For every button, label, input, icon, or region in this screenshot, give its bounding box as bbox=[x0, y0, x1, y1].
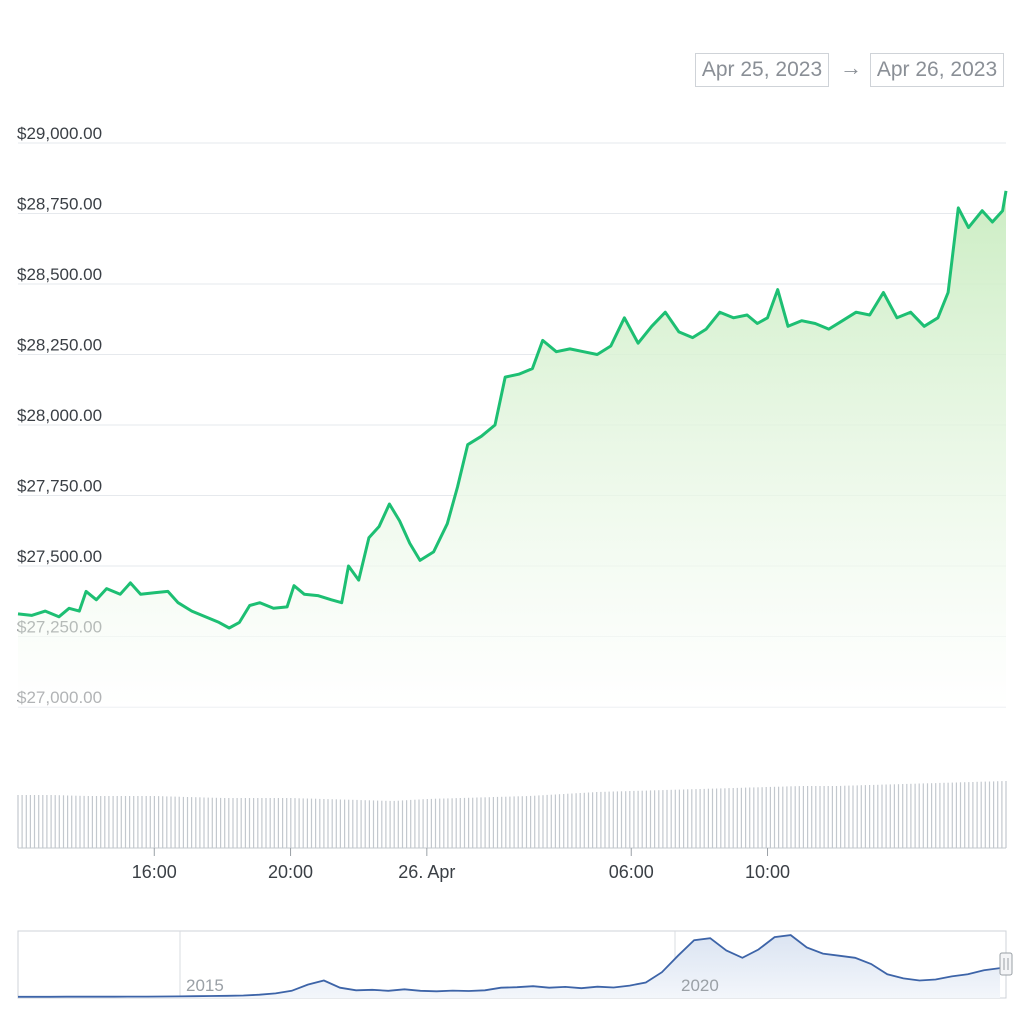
navigator-area bbox=[18, 935, 1000, 998]
x-tick-label: 20:00 bbox=[268, 862, 313, 882]
date-range-selector: Apr 25, 2023 → Apr 26, 2023 bbox=[695, 53, 1005, 89]
arrow-right-icon: → bbox=[840, 55, 862, 80]
navigator-line bbox=[18, 934, 1001, 998]
price-line[interactable] bbox=[17, 190, 1008, 630]
navigator-label-2020: 2020 bbox=[681, 976, 719, 995]
price-area bbox=[18, 190, 1006, 707]
x-tick-label: 16:00 bbox=[132, 862, 177, 882]
date-from-input[interactable]: Apr 25, 2023 bbox=[695, 53, 829, 87]
x-tick-label: 26. Apr bbox=[398, 862, 455, 882]
x-axis-labels: 16:00 20:00 26. Apr 06:00 10:00 bbox=[132, 848, 790, 882]
date-to-input[interactable]: Apr 26, 2023 bbox=[870, 53, 1004, 87]
y-tick-label: $28,250.00 bbox=[17, 336, 102, 355]
navigator-handle[interactable] bbox=[999, 952, 1013, 976]
navigator[interactable]: 2015 2020 bbox=[17, 930, 1013, 999]
y-tick-label: $27,750.00 bbox=[17, 477, 102, 496]
y-tick-label: $28,750.00 bbox=[17, 195, 102, 214]
y-tick-label: $28,500.00 bbox=[17, 265, 102, 284]
y-tick-label: $29,000.00 bbox=[17, 124, 102, 143]
y-tick-label: $28,000.00 bbox=[17, 406, 102, 425]
y-tick-label: $27,500.00 bbox=[17, 547, 102, 566]
x-tick-label: 10:00 bbox=[745, 862, 790, 882]
navigator-label-2015: 2015 bbox=[186, 976, 224, 995]
x-tick-label: 06:00 bbox=[609, 862, 654, 882]
volume-bars bbox=[17, 781, 1007, 848]
